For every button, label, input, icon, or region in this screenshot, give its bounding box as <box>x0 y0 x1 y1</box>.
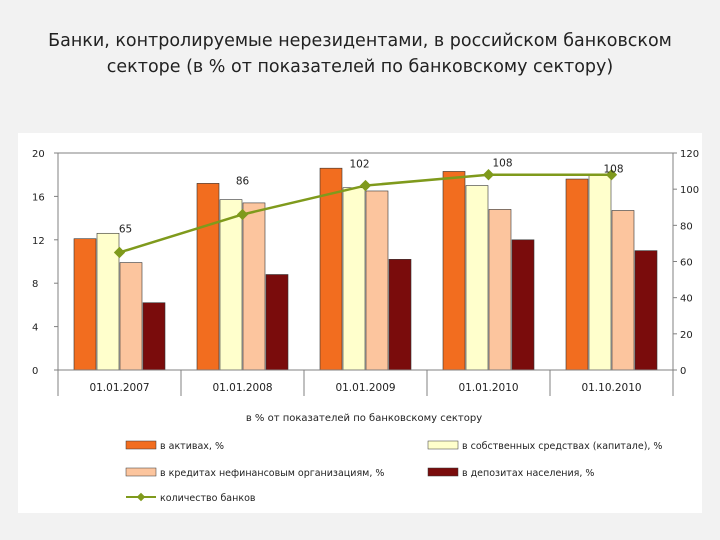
legend-label: в кредитах нефинансовым организациям, % <box>160 468 384 479</box>
y-tick-label-left: 8 <box>32 279 38 290</box>
bar-3-01.01.2007 <box>119 262 143 371</box>
line-marker <box>236 208 249 221</box>
y-tick-label-left: 12 <box>32 236 45 247</box>
line-layer: 65 86 102 108 108 <box>113 158 624 259</box>
legend-swatch <box>427 440 459 450</box>
x-tick-label: 01.01.2007 <box>89 382 149 394</box>
data-label: 65 <box>119 223 132 235</box>
bar-3-01.10.2010 <box>611 210 635 371</box>
bar-4-01.01.2010 <box>511 239 535 371</box>
chart-canvas: 65 86 102 108 108 0 4 8 12 16 20 0 20 40 60 80 100 120 01… <box>32 149 699 504</box>
bar-1-01.01.2008 <box>196 183 220 371</box>
bar-1-01.01.2010 <box>442 171 466 371</box>
bar-3-01.01.2008 <box>242 202 266 371</box>
y-tick-label-right: 40 <box>680 294 693 305</box>
x-axis-title: в % от показателей по банковскому сектор… <box>246 413 482 424</box>
bar-1-01.01.2009 <box>319 167 343 371</box>
bar-2-01.01.2009 <box>342 187 366 371</box>
bar-2-01.10.2010 <box>588 174 612 371</box>
x-tick-label: 01.01.2008 <box>212 382 272 394</box>
bar-4-01.01.2007 <box>142 302 166 371</box>
bar-1-01.10.2010 <box>565 178 589 371</box>
legend: в активах, % в собственных средствах (кап… <box>125 440 662 504</box>
y-tick-label-left: 4 <box>32 323 38 334</box>
title-line-1: Банки, контролируемые нерезидентами, в р… <box>48 31 672 51</box>
axis-layer: 0 4 8 12 16 20 0 20 40 60 80 100 120 01.01.2007 01.01.… <box>32 149 699 396</box>
data-label: 108 <box>603 164 623 176</box>
legend-label: в активах, % <box>160 441 224 452</box>
bar-3-01.01.2010 <box>488 209 512 371</box>
bar-2-01.01.2010 <box>465 185 489 371</box>
y-tick-label-right: 20 <box>680 330 693 341</box>
slide-title: Банки, контролируемые нерезидентами, в р… <box>20 28 700 80</box>
y-tick-label-right: 120 <box>680 149 699 160</box>
bar-4-01.01.2009 <box>388 259 412 371</box>
legend-swatch <box>427 467 459 477</box>
bar-4-01.01.2008 <box>265 274 289 371</box>
bar-3-01.01.2009 <box>365 190 389 371</box>
legend-label: в депозитах населения, % <box>462 468 594 479</box>
x-tick-label: 01.01.2010 <box>458 382 518 394</box>
x-tick-label: 01.01.2009 <box>335 382 395 394</box>
legend-swatch <box>125 440 157 450</box>
x-tick-label: 01.10.2010 <box>581 382 641 394</box>
line-marker <box>113 246 126 259</box>
title-line-2: секторе (в % от показателей по банковско… <box>106 57 614 77</box>
bars-layer <box>73 167 658 371</box>
legend-label: количество банков <box>160 493 256 504</box>
chart-panel: 65 86 102 108 108 0 4 8 12 16 20 0 20 40 60 80 100 120 01… <box>18 133 702 513</box>
bar-4-01.10.2010 <box>634 250 658 371</box>
line-marker <box>482 169 495 181</box>
y-tick-label-right: 0 <box>680 366 686 377</box>
y-tick-label-right: 100 <box>680 185 699 196</box>
y-tick-label-right: 80 <box>680 221 693 232</box>
y-tick-label-left: 16 <box>32 192 45 203</box>
legend-marker <box>136 492 146 502</box>
bar-2-01.01.2008 <box>219 199 243 371</box>
bar-1-01.01.2007 <box>73 238 97 371</box>
data-label: 102 <box>349 159 369 171</box>
data-label: 108 <box>492 158 512 170</box>
legend-swatch <box>125 467 157 477</box>
y-tick-label-right: 60 <box>680 258 693 269</box>
y-tick-label-left: 20 <box>32 149 45 160</box>
y-tick-label-left: 0 <box>32 366 38 377</box>
data-label: 86 <box>236 175 250 187</box>
legend-label: в собственных средствах (капитале), % <box>462 441 662 452</box>
